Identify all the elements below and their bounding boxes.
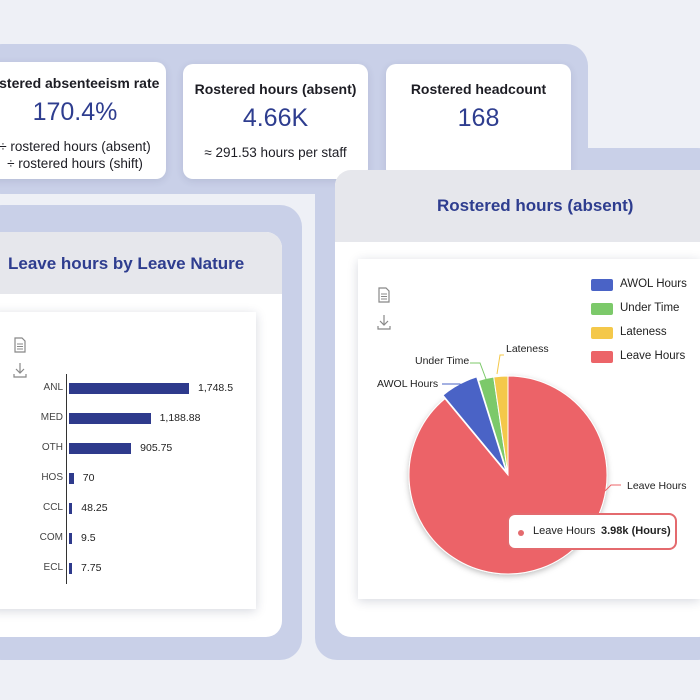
- bar-value-label: 1,188.88: [159, 412, 201, 424]
- kpi-title: Rostered hours (absent): [194, 81, 357, 97]
- pie-slice-label: AWOL Hours: [377, 378, 438, 390]
- pie-slice-label: Under Time: [415, 355, 469, 367]
- panel-title: Leave hours by Leave Nature: [8, 254, 245, 273]
- legend-swatch[interactable]: [591, 351, 613, 363]
- tooltip-label: Leave Hours: [533, 525, 596, 537]
- kpi-card-absenteeism-rate: ostered absenteeism rate 170.4% ÷ roster…: [0, 62, 166, 179]
- bar-category-label: CCL: [42, 502, 63, 513]
- legend-label[interactable]: Leave Hours: [620, 350, 686, 362]
- pie-chart-card: AWOL Hours Under Time Lateness Leave Hours …: [358, 259, 700, 599]
- bar-chart-card: ANL 1,748.5 MED 1,188.88 OTH 905.75 HOS 70 CCL 48…: [0, 312, 256, 609]
- bar-ecl[interactable]: [69, 563, 72, 574]
- document-icon[interactable]: [12, 337, 28, 353]
- download-icon[interactable]: [12, 362, 28, 378]
- legend-label[interactable]: AWOL Hours: [620, 278, 687, 290]
- pie-leader-line: [470, 362, 487, 380]
- panel-header: Rostered hours (absent): [335, 170, 700, 242]
- kpi-value: 168: [457, 104, 500, 132]
- bar-category-label: ECL: [43, 562, 63, 573]
- kpi-title: Rostered headcount: [410, 81, 547, 97]
- panel-header: Leave hours by Leave Nature: [0, 232, 282, 294]
- bar-category-label: MED: [40, 412, 63, 423]
- bar-value-label: 1,748.5: [198, 382, 234, 394]
- legend-label[interactable]: Lateness: [620, 326, 667, 338]
- bar-value-label: 7.75: [81, 562, 102, 574]
- bar-category-label: COM: [39, 532, 63, 543]
- legend-swatch[interactable]: [591, 327, 613, 339]
- panel-title: Rostered hours (absent): [437, 196, 634, 215]
- kpi-title: ostered absenteeism rate: [0, 75, 160, 91]
- pie-leader-line: [442, 383, 469, 392]
- kpi-card-rostered-headcount: Rostered headcount 168: [386, 64, 571, 179]
- bar-value-label: 905.75: [140, 442, 173, 454]
- kpi-subtitle: ≈ 291.53 hours per staff: [204, 145, 347, 160]
- bar-ccl[interactable]: [69, 503, 73, 514]
- bar-category-label: HOS: [41, 472, 63, 483]
- legend-swatch[interactable]: [591, 303, 613, 315]
- bar-com[interactable]: [69, 533, 72, 544]
- bar-value-label: 70: [82, 472, 95, 484]
- pie-slice-label: Lateness: [506, 343, 549, 355]
- legend-label[interactable]: Under Time: [620, 302, 680, 314]
- kpi-value: 170.4%: [32, 98, 118, 126]
- bar-hos[interactable]: [69, 473, 74, 484]
- bar-oth[interactable]: [69, 443, 132, 454]
- legend-swatch[interactable]: [591, 279, 613, 291]
- kpi-value: 4.66K: [242, 104, 309, 132]
- pie-slice-lateness[interactable]: [493, 375, 509, 476]
- document-icon[interactable]: [376, 287, 392, 303]
- bar-axis-line: [66, 374, 67, 584]
- kpi-subtitle: ÷ rostered hours (shift): [7, 156, 143, 171]
- pie-leader-line: [604, 484, 621, 492]
- pie-tooltip: Leave Hours 3.98k (Hours): [507, 513, 677, 550]
- kpi-card-rostered-hours-absent: Rostered hours (absent) 4.66K ≈ 291.53 h…: [183, 64, 368, 179]
- pie-slice-label: Leave Hours: [627, 480, 687, 492]
- bar-category-label: ANL: [43, 382, 63, 393]
- bar-anl[interactable]: [69, 383, 189, 394]
- bar-med[interactable]: [69, 413, 151, 424]
- tooltip-dot: [518, 530, 524, 536]
- tooltip-value: 3.98k (Hours): [601, 525, 671, 537]
- pie-legend: AWOL Hours Under Time Lateness Leave Hours: [591, 278, 699, 379]
- kpi-subtitle: ÷ rostered hours (absent): [0, 139, 151, 154]
- bar-category-label: OTH: [41, 442, 63, 453]
- bar-value-label: 9.5: [81, 532, 96, 544]
- bar-value-label: 48.25: [81, 502, 108, 514]
- pie-leader-line: [496, 354, 504, 375]
- bar-chart: ANL 1,748.5 MED 1,188.88 OTH 905.75 HOS 70 CCL 48…: [0, 312, 256, 609]
- download-icon[interactable]: [376, 314, 392, 330]
